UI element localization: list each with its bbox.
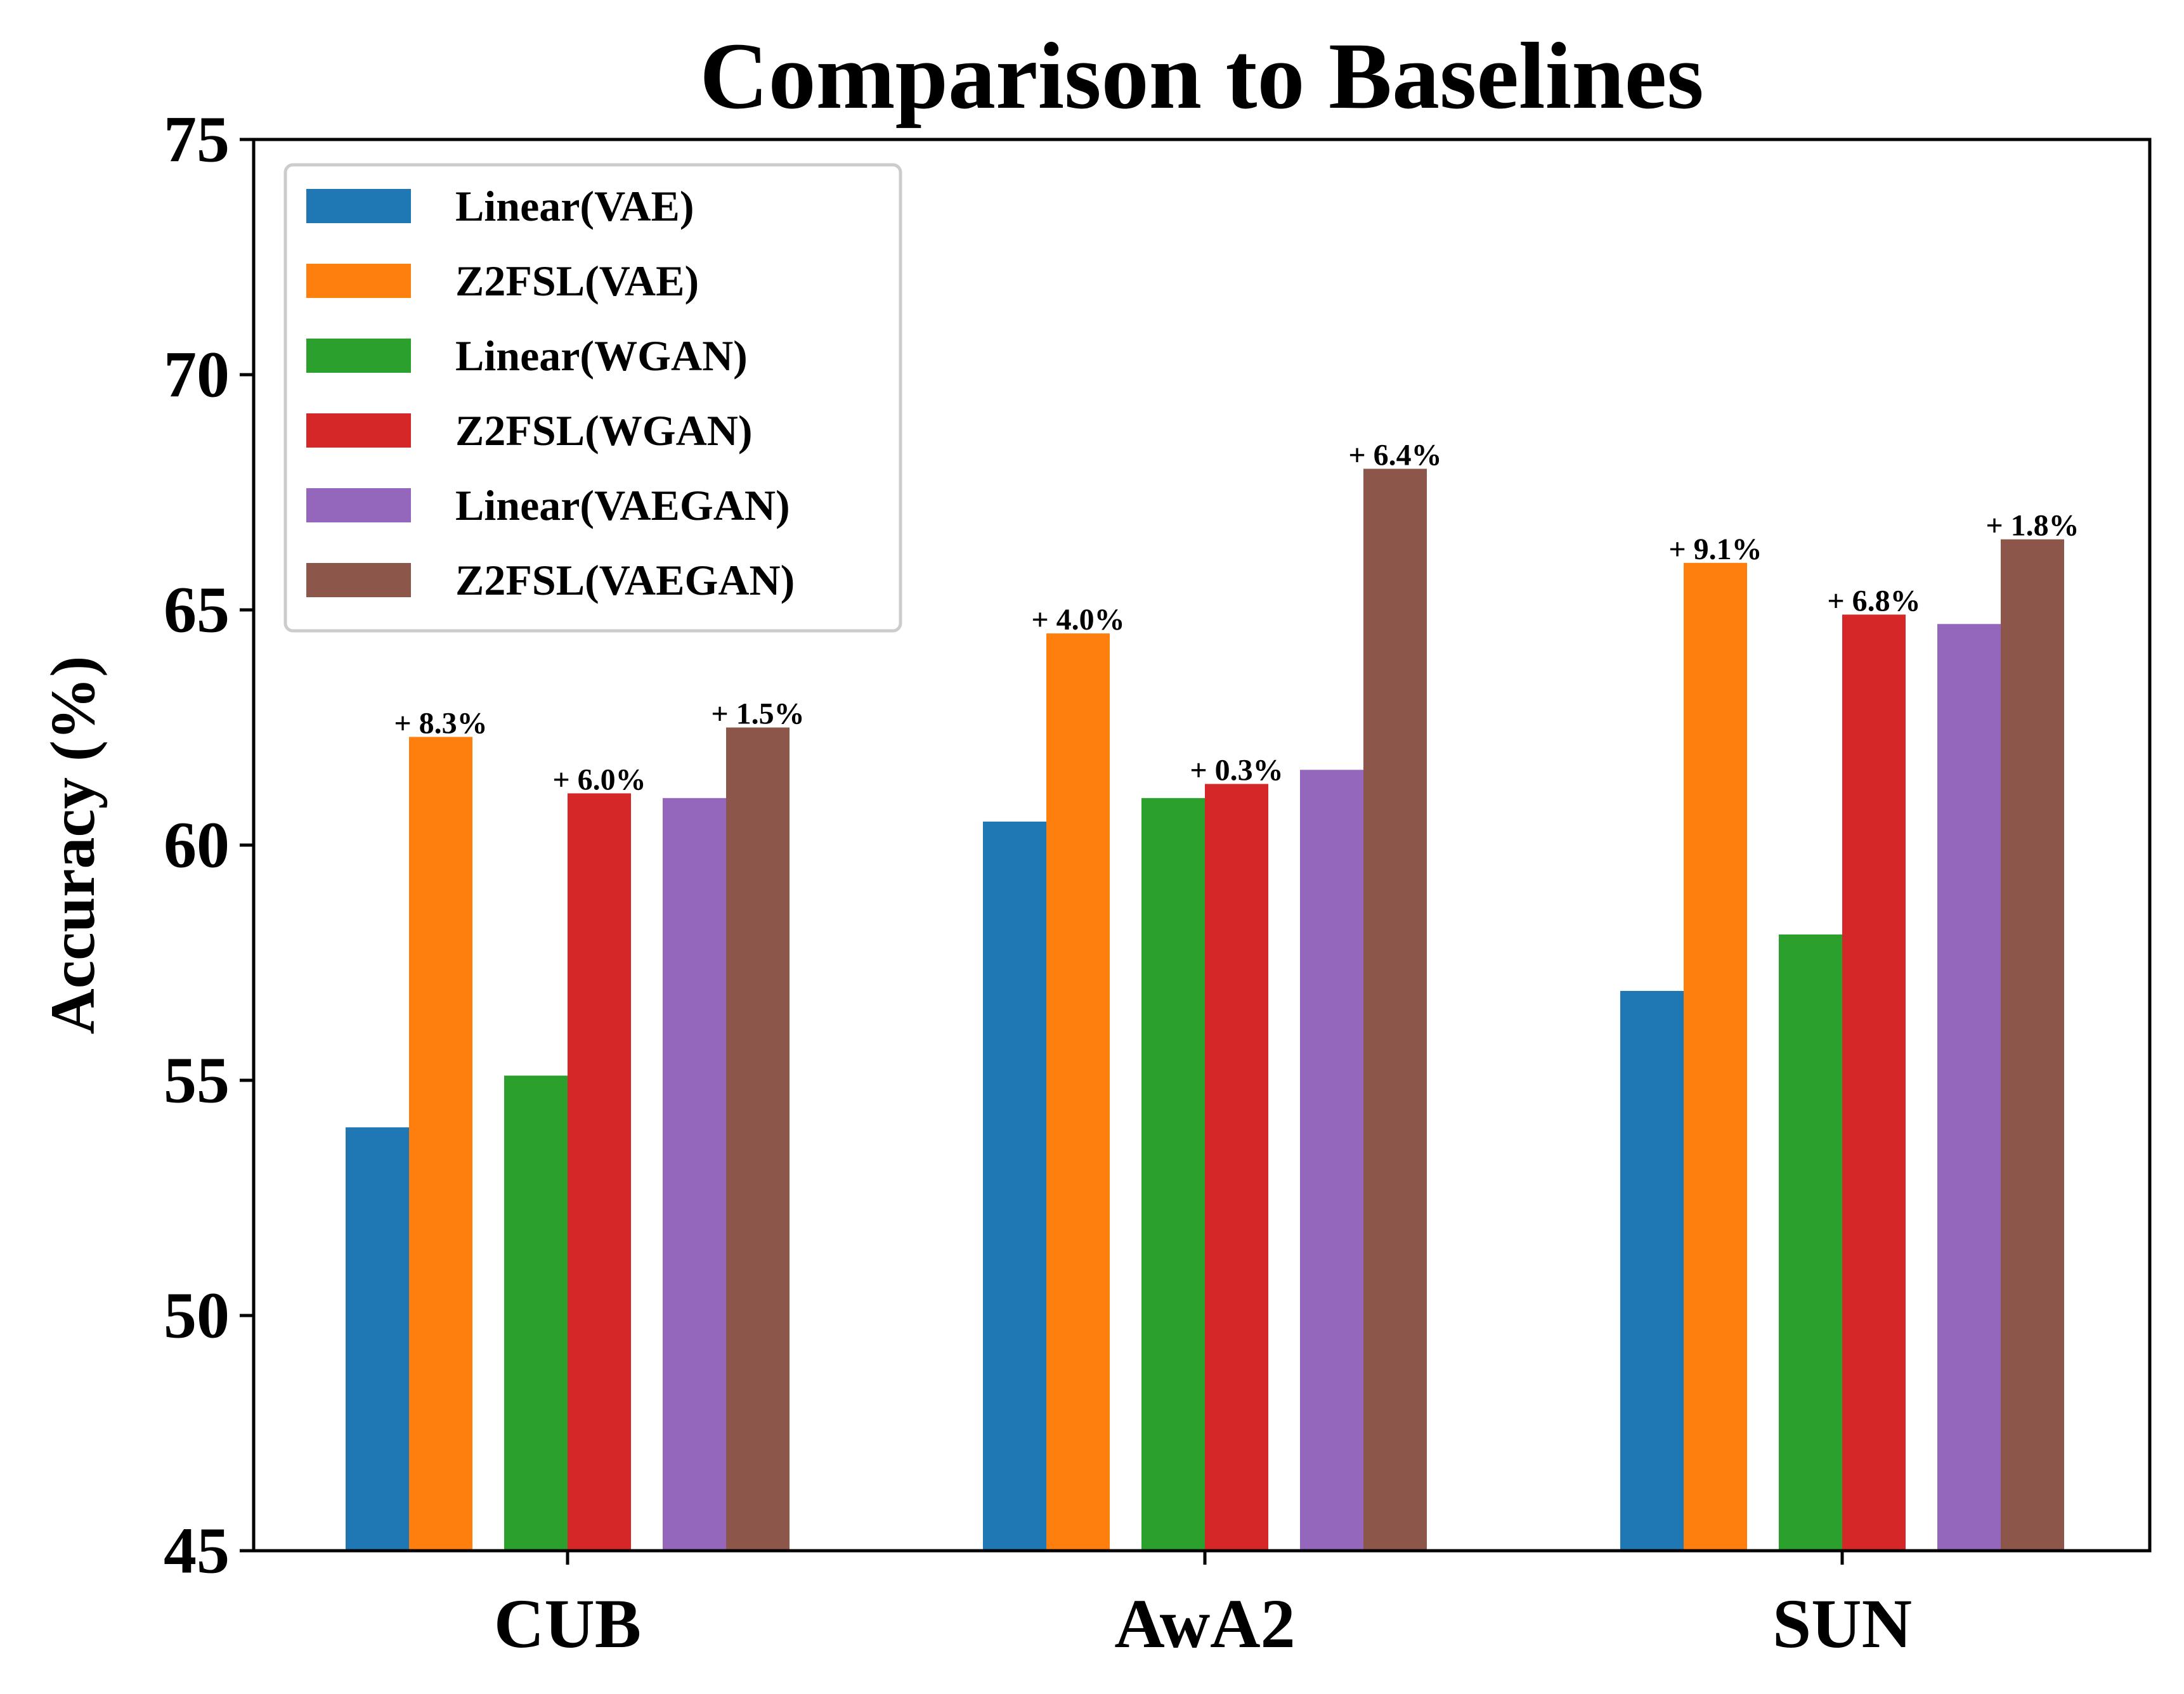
y-tick-label: 50 xyxy=(164,1279,230,1352)
bar-awa2-4 xyxy=(1205,784,1268,1551)
y-tick-label: 55 xyxy=(164,1044,230,1117)
legend-label: Linear(WGAN) xyxy=(455,332,748,380)
bars-layer xyxy=(346,469,2064,1551)
bar-sun-4 xyxy=(1842,614,1906,1551)
x-axis: CUB AwA2 SUN xyxy=(494,1551,1912,1662)
bar-cub-4 xyxy=(568,793,631,1551)
legend-label: Z2FSL(WGAN) xyxy=(455,406,752,455)
legend-label: Z2FSL(VAE) xyxy=(455,257,699,305)
bar-awa2-5 xyxy=(1300,770,1363,1551)
delta-annotation: + 1.8% xyxy=(1986,509,2079,543)
x-tick-label-cub: CUB xyxy=(494,1585,641,1662)
y-tick-label: 75 xyxy=(164,103,230,176)
y-tick-label: 70 xyxy=(164,339,230,411)
delta-annotation: + 9.1% xyxy=(1668,533,1762,566)
delta-annotation: + 6.4% xyxy=(1348,438,1441,472)
legend-swatch xyxy=(306,189,411,223)
delta-annotation: + 6.8% xyxy=(1827,584,1920,617)
chart-title: Comparison to Baselines xyxy=(699,23,1703,129)
annotations-layer: + 8.3% + 6.0% + 1.5% + 4.0% + 0.3% + 6.4% + 9.… xyxy=(394,438,2079,796)
legend-swatch xyxy=(306,488,411,522)
delta-annotation: + 8.3% xyxy=(394,706,487,740)
bar-sun-3 xyxy=(1779,934,1842,1551)
legend: Linear(VAE) Z2FSL(VAE) Linear(WGAN) Z2FSL(W… xyxy=(283,163,902,633)
bar-cub-3 xyxy=(504,1075,568,1551)
bar-cub-6 xyxy=(726,727,790,1551)
bar-awa2-2 xyxy=(1046,633,1110,1551)
legend-frame xyxy=(283,163,902,633)
delta-annotation: + 4.0% xyxy=(1031,603,1124,637)
legend-label: Linear(VAE) xyxy=(455,182,694,230)
legend-swatch xyxy=(306,339,411,373)
bar-awa2-3 xyxy=(1141,798,1205,1551)
bar-awa2-6 xyxy=(1363,469,1427,1551)
bar-sun-2 xyxy=(1684,562,1747,1551)
delta-annotation: + 6.0% xyxy=(552,763,646,796)
bar-sun-6 xyxy=(2001,539,2064,1551)
y-tick-label: 60 xyxy=(164,809,230,882)
legend-swatch xyxy=(306,413,411,448)
y-axis: 45 50 55 60 65 70 75 xyxy=(164,103,254,1587)
y-tick-label: 45 xyxy=(164,1515,230,1587)
bar-cub-1 xyxy=(346,1127,409,1551)
x-tick-label-sun: SUN xyxy=(1772,1585,1912,1662)
legend-swatch xyxy=(306,264,411,298)
bar-cub-5 xyxy=(663,798,726,1551)
x-tick-label-awa2: AwA2 xyxy=(1114,1585,1295,1662)
y-axis-label: Accuracy (%) xyxy=(37,656,108,1035)
bar-cub-2 xyxy=(409,737,472,1551)
delta-annotation: + 0.3% xyxy=(1190,754,1283,787)
y-tick-label: 65 xyxy=(164,574,230,647)
legend-swatch xyxy=(306,563,411,597)
delta-annotation: + 1.5% xyxy=(711,697,804,731)
legend-label: Linear(VAEGAN) xyxy=(455,481,790,529)
bar-awa2-1 xyxy=(983,821,1046,1551)
bar-sun-5 xyxy=(1937,624,2001,1551)
bar-sun-1 xyxy=(1620,991,1684,1551)
legend-label: Z2FSL(VAEGAN) xyxy=(455,556,795,604)
